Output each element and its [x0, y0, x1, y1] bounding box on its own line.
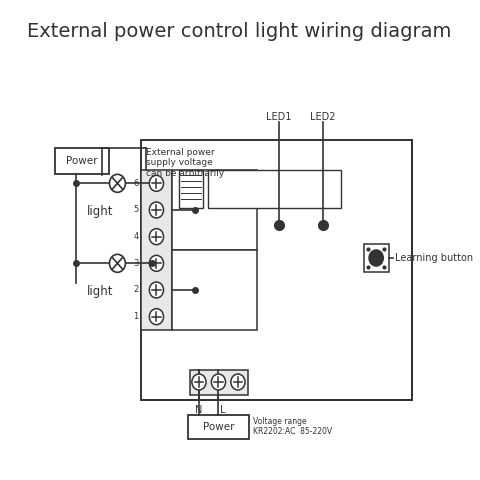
- Circle shape: [149, 255, 164, 271]
- Text: Power: Power: [203, 422, 234, 432]
- Circle shape: [149, 282, 164, 298]
- Text: 2: 2: [133, 286, 139, 295]
- Bar: [172, 250, 256, 330]
- Circle shape: [192, 374, 206, 390]
- Text: External power control light wiring diagram: External power control light wiring diag…: [27, 22, 451, 41]
- Text: L: L: [220, 405, 226, 415]
- Circle shape: [109, 254, 125, 272]
- Text: LED1: LED1: [266, 112, 291, 122]
- Bar: [142, 140, 412, 400]
- Text: LED2: LED2: [310, 112, 336, 122]
- Circle shape: [149, 175, 164, 192]
- Circle shape: [369, 250, 383, 266]
- Text: 6: 6: [133, 179, 139, 188]
- Text: 1: 1: [133, 312, 139, 321]
- Text: 5: 5: [133, 205, 139, 215]
- Bar: [55, 148, 109, 174]
- Circle shape: [231, 374, 245, 390]
- Text: 3: 3: [133, 259, 139, 268]
- Text: 4: 4: [133, 232, 139, 241]
- Bar: [188, 415, 249, 439]
- Text: Power: Power: [66, 156, 98, 166]
- Text: N: N: [195, 405, 203, 415]
- Text: light: light: [86, 205, 113, 218]
- Circle shape: [149, 202, 164, 218]
- Bar: [142, 170, 172, 330]
- Bar: [208, 170, 341, 208]
- Circle shape: [109, 174, 125, 192]
- Bar: [179, 170, 204, 208]
- Bar: [364, 244, 389, 272]
- Text: light: light: [86, 285, 113, 299]
- Circle shape: [149, 309, 164, 324]
- Text: Voltage range
KR2202:AC  85-220V: Voltage range KR2202:AC 85-220V: [253, 417, 332, 436]
- Circle shape: [149, 228, 164, 245]
- Bar: [172, 170, 256, 250]
- Circle shape: [211, 374, 226, 390]
- Text: Learning button: Learning button: [395, 253, 473, 263]
- Bar: [190, 370, 248, 395]
- Text: External power
supply voltage
can be arbitrarily: External power supply voltage can be arb…: [146, 148, 224, 178]
